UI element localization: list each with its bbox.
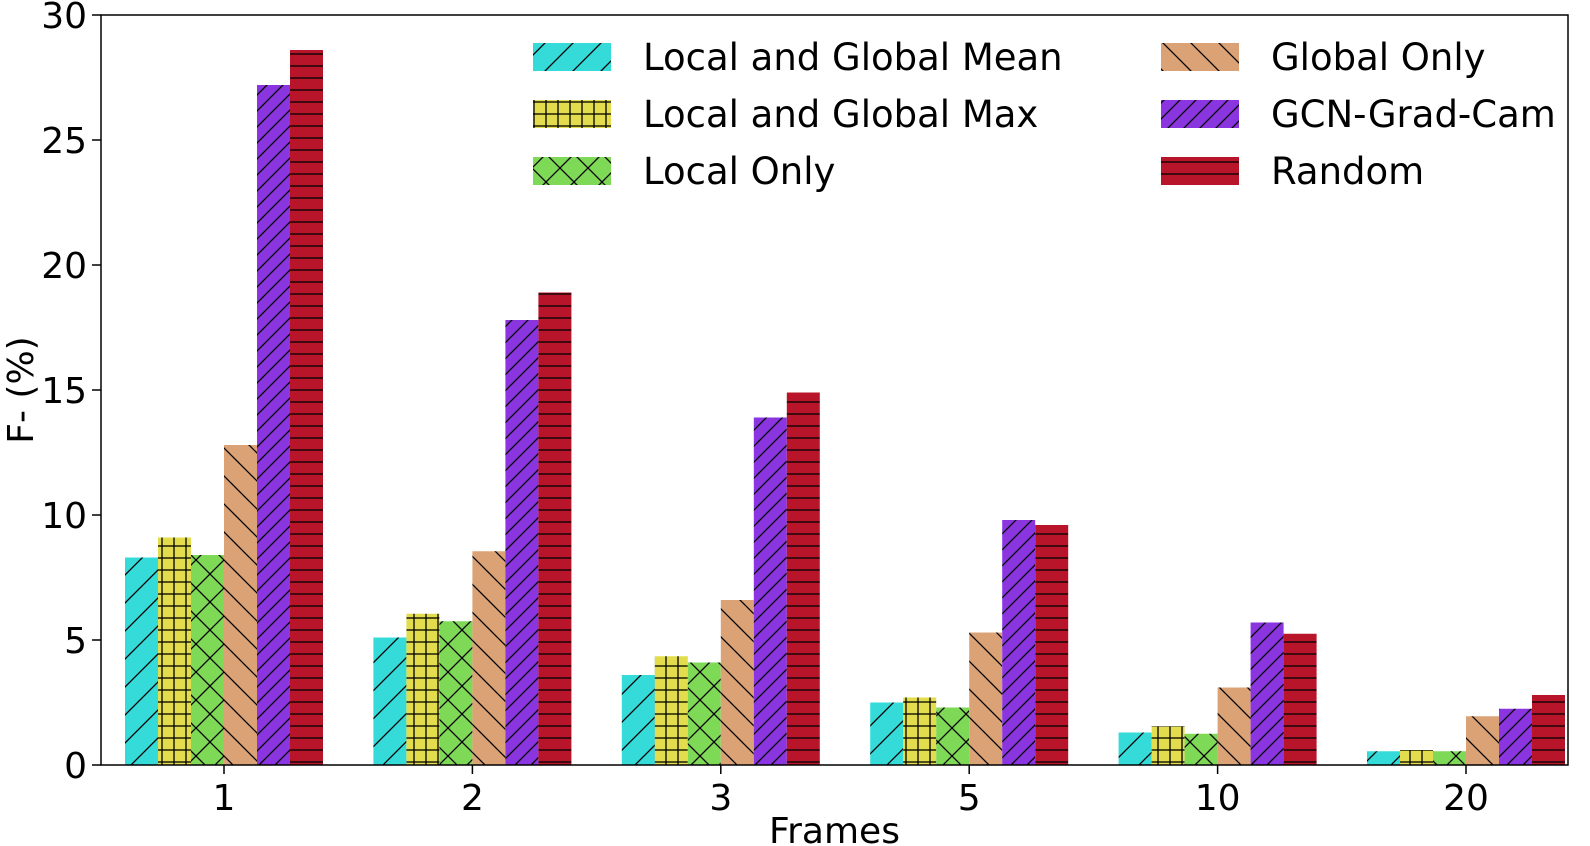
x-tick-label: 5 — [958, 778, 981, 819]
y-axis: 0 5 10 15 20 25 30 — [41, 0, 101, 787]
bar-gcn-grad-cam-1 — [257, 85, 290, 765]
x-tick-label: 1 — [213, 778, 236, 819]
legend-label-local-and-global-max: Local and Global Max — [643, 93, 1038, 136]
bar-random-20 — [1532, 695, 1565, 765]
bars-layer — [125, 50, 1565, 765]
bar-local-and-global-mean-1 — [125, 557, 158, 765]
bar-local-and-global-max-1 — [158, 537, 191, 765]
x-tick-label: 3 — [709, 778, 732, 819]
bar-local-and-global-mean-5 — [870, 702, 904, 765]
x-tick-label: 10 — [1195, 778, 1241, 819]
legend-label-random: Random — [1271, 150, 1424, 193]
y-tick-label: 30 — [41, 0, 87, 37]
bar-local-only-1 — [191, 555, 224, 765]
bar-global-only-20 — [1466, 716, 1499, 765]
bar-local-and-global-mean-3 — [621, 675, 655, 765]
y-tick-label: 20 — [41, 246, 87, 287]
bar-global-only-2 — [472, 551, 506, 765]
bar-global-only-1 — [224, 445, 257, 765]
bar-local-and-global-mean-20 — [1367, 751, 1400, 765]
legend-label-local-and-global-mean: Local and Global Mean — [643, 36, 1063, 79]
bar-local-only-20 — [1433, 751, 1466, 765]
bar-local-and-global-mean-10 — [1118, 732, 1152, 765]
bar-gcn-grad-cam-20 — [1499, 708, 1532, 765]
legend: Local and Global Mean Local and Global Ma… — [533, 36, 1556, 193]
legend-swatch-gcn-grad-cam — [1161, 100, 1239, 128]
legend-swatch-local-and-global-max — [533, 100, 611, 128]
bar-random-10 — [1283, 633, 1317, 765]
y-tick-label: 10 — [41, 496, 87, 537]
bar-random-1 — [290, 50, 323, 765]
bar-gcn-grad-cam-5 — [1002, 520, 1036, 765]
y-tick-label: 25 — [41, 121, 87, 162]
legend-swatch-global-only — [1161, 43, 1239, 71]
x-tick-label: 20 — [1443, 778, 1489, 819]
legend-swatch-random — [1161, 157, 1239, 185]
bar-global-only-3 — [720, 600, 754, 765]
y-tick-label: 5 — [64, 621, 87, 662]
bar-gcn-grad-cam-3 — [753, 417, 787, 765]
bar-gcn-grad-cam-10 — [1250, 622, 1284, 765]
x-axis-label: Frames — [769, 811, 900, 846]
bar-global-only-5 — [969, 632, 1003, 765]
bar-local-only-10 — [1184, 733, 1218, 765]
y-axis-label: F- (%) — [1, 336, 42, 443]
bar-gcn-grad-cam-2 — [505, 320, 539, 765]
legend-label-local-only: Local Only — [643, 150, 835, 193]
legend-swatch-local-and-global-mean — [533, 43, 611, 71]
bar-local-and-global-max-10 — [1151, 726, 1185, 765]
bar-global-only-10 — [1217, 687, 1251, 765]
y-tick-label: 15 — [41, 371, 87, 412]
bar-local-and-global-max-3 — [654, 656, 688, 765]
legend-label-global-only: Global Only — [1271, 36, 1486, 79]
legend-label-gcn-grad-cam: GCN-Grad-Cam — [1271, 93, 1556, 136]
y-tick-label: 0 — [64, 746, 87, 787]
bar-random-3 — [786, 392, 820, 765]
x-tick-label: 2 — [461, 778, 484, 819]
bar-local-only-2 — [439, 621, 473, 765]
legend-swatch-local-only — [533, 157, 611, 185]
bar-random-5 — [1035, 525, 1069, 765]
bar-local-only-3 — [687, 662, 721, 765]
bar-local-and-global-mean-2 — [373, 637, 407, 765]
bar-local-and-global-max-20 — [1400, 750, 1433, 765]
bar-local-only-5 — [936, 707, 970, 765]
bar-local-and-global-max-2 — [406, 613, 440, 765]
bar-random-2 — [538, 292, 572, 765]
bar-local-and-global-max-5 — [903, 697, 937, 765]
x-axis: 1 2 3 5 10 20 — [213, 765, 1489, 819]
